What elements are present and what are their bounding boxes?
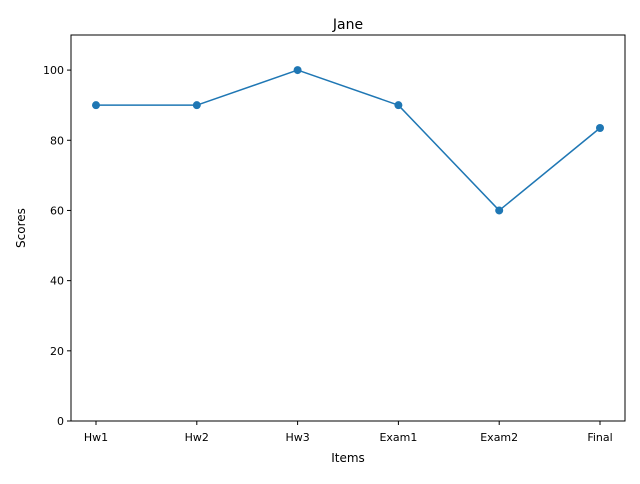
data-point bbox=[394, 101, 403, 110]
x-axis: Hw1 Hw2 Hw3 Exam1 Exam2 Final bbox=[84, 421, 613, 444]
y-tick-label: 60 bbox=[50, 204, 64, 217]
y-tick-label: 0 bbox=[57, 415, 64, 428]
x-tick-label: Final bbox=[587, 431, 612, 444]
y-axis: 0 20 40 60 80 100 bbox=[43, 64, 71, 428]
x-axis-label: Items bbox=[331, 451, 365, 465]
data-point bbox=[495, 206, 504, 215]
chart-title: Jane bbox=[332, 17, 363, 33]
y-axis-label: Scores bbox=[14, 208, 28, 248]
x-tick-label: Hw3 bbox=[285, 431, 309, 444]
data-point bbox=[293, 66, 302, 75]
y-tick-label: 100 bbox=[43, 64, 64, 77]
x-tick-label: Hw2 bbox=[185, 431, 209, 444]
y-tick-label: 20 bbox=[50, 345, 64, 358]
plot-frame bbox=[70, 34, 626, 422]
series-line bbox=[96, 69, 601, 212]
x-tick-label: Exam1 bbox=[379, 431, 417, 444]
data-point bbox=[596, 123, 604, 132]
y-tick-label: 80 bbox=[50, 134, 64, 147]
x-tick-label: Exam2 bbox=[480, 431, 518, 444]
data-point bbox=[92, 101, 100, 110]
data-point bbox=[192, 101, 201, 110]
y-tick-label: 40 bbox=[50, 275, 64, 288]
x-tick-label: Hw1 bbox=[84, 431, 108, 444]
series-layer bbox=[92, 66, 604, 215]
